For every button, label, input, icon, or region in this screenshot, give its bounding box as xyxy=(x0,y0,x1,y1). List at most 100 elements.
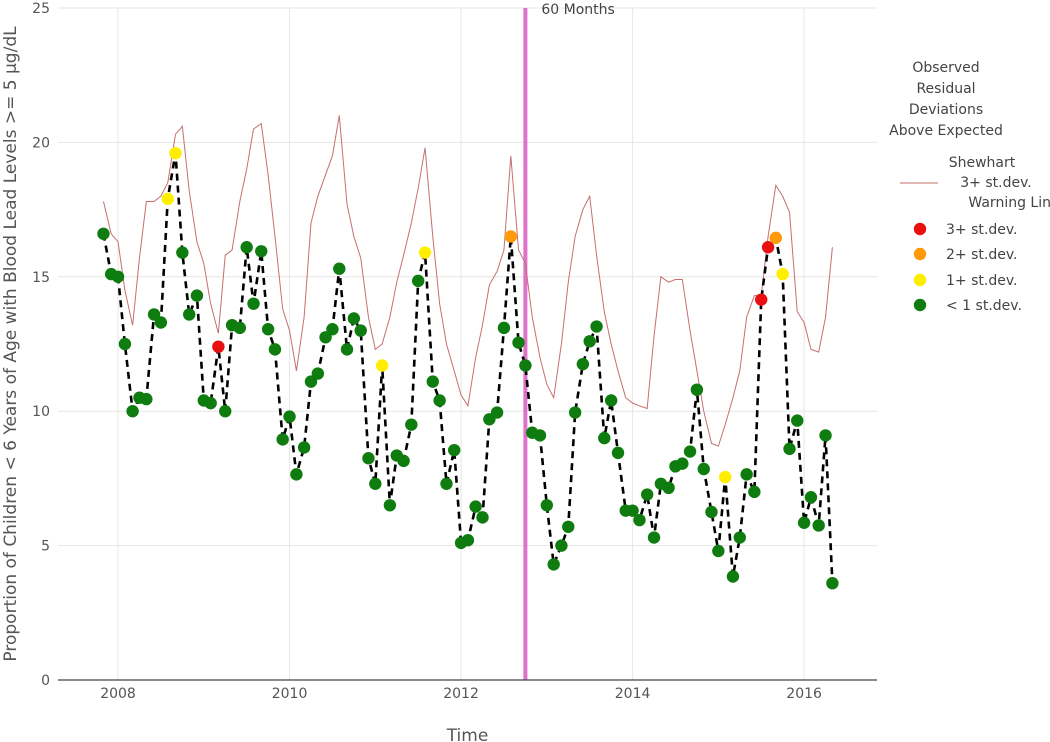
point-under-1-marker xyxy=(633,513,646,527)
legend-label-point-2plus: 2+ st.dev. xyxy=(946,247,1017,263)
point-under-1-marker xyxy=(662,481,675,495)
point-under-1-marker xyxy=(812,519,825,532)
point-under-1-marker xyxy=(319,331,332,344)
point-under-1-marker xyxy=(690,383,704,396)
point-under-1-marker xyxy=(97,227,110,240)
point-under-1-marker xyxy=(733,531,746,544)
legend-title-line: Observed xyxy=(912,60,979,76)
point-under-1-marker xyxy=(268,343,282,356)
point-under-1-marker xyxy=(676,457,689,470)
point-under-1-marker xyxy=(568,406,582,419)
legend-marker-point-3plus xyxy=(913,222,927,236)
point-under-1-marker xyxy=(405,418,418,431)
grid-layer xyxy=(58,7,877,680)
point-under-1-marker xyxy=(190,289,204,302)
point-under-1-marker xyxy=(562,520,575,533)
legend-title-line: Residual xyxy=(916,81,975,97)
point-under-1-marker xyxy=(276,433,289,446)
y-tick-label: 5 xyxy=(41,539,50,555)
point-under-1-marker xyxy=(240,241,253,254)
point-1plus-marker xyxy=(161,192,174,206)
point-under-1-marker xyxy=(147,308,161,321)
point-under-1-marker xyxy=(111,270,125,283)
point-under-1-marker xyxy=(555,539,568,552)
point-under-1-marker xyxy=(512,336,525,349)
y-tick-label: 25 xyxy=(32,1,50,17)
point-under-1-marker xyxy=(383,499,397,512)
point-under-1-marker xyxy=(326,323,339,336)
point-under-1-marker xyxy=(604,394,618,407)
point-under-1-marker xyxy=(469,500,482,513)
point-2plus-marker xyxy=(769,231,783,245)
point-under-1-marker xyxy=(333,262,346,275)
point-under-1-marker xyxy=(154,316,168,329)
x-tick-label: 2014 xyxy=(615,686,651,702)
legend-marker-point-under-1 xyxy=(913,298,927,312)
point-under-1-marker xyxy=(347,312,361,325)
legend-label-point-under-1: < 1 st.dev. xyxy=(946,298,1022,314)
point-under-1-marker xyxy=(819,429,832,442)
point-under-1-marker xyxy=(826,577,839,590)
point-under-1-marker xyxy=(791,414,804,427)
annotation-layer: 60 Months xyxy=(523,2,615,680)
point-under-1-marker xyxy=(411,274,425,288)
point-under-1-marker xyxy=(126,405,139,418)
point-under-1-marker xyxy=(176,246,189,259)
point-under-1-marker xyxy=(647,531,661,544)
point-under-1-marker xyxy=(804,491,818,504)
x-tick-label: 2012 xyxy=(443,686,479,702)
legend-marker-point-1plus xyxy=(913,273,927,287)
point-under-1-marker xyxy=(448,443,461,457)
point-under-1-marker xyxy=(426,375,439,388)
point-under-1-marker xyxy=(204,396,217,410)
legend: Observed Residual Deviations Above Expected… xyxy=(889,60,1050,314)
point-3plus-marker xyxy=(212,340,225,353)
point-1plus-marker xyxy=(776,267,789,281)
point-1plus-marker xyxy=(169,146,182,160)
point-under-1-marker xyxy=(261,323,275,336)
point-under-1-marker xyxy=(219,405,232,418)
legend-label-point-3plus: 3+ st.dev. xyxy=(946,222,1017,238)
point-under-1-marker xyxy=(433,394,446,407)
point-under-1-marker xyxy=(440,477,453,490)
x-axis-title: Time xyxy=(446,726,489,742)
point-under-1-marker xyxy=(311,367,325,380)
point-under-1-marker xyxy=(476,511,489,524)
point-under-1-marker xyxy=(540,499,554,512)
point-under-1-marker xyxy=(255,245,268,258)
x-tick-label: 2016 xyxy=(786,686,822,702)
legend-label-point-1plus: 1+ st.dev. xyxy=(946,273,1017,289)
x-tick-label: 2010 xyxy=(272,686,308,702)
point-under-1-marker xyxy=(283,410,296,423)
point-under-1-marker xyxy=(640,488,654,501)
y-tick-label: 0 xyxy=(41,673,50,689)
warning-line-layer xyxy=(102,115,833,447)
observed-points-layer xyxy=(97,146,839,590)
point-under-1-marker xyxy=(118,337,132,351)
x-tick-label: 2008 xyxy=(100,686,136,702)
point-under-1-marker xyxy=(611,446,625,460)
point-1plus-marker xyxy=(719,470,732,484)
legend-warning-line-label: Warning Line xyxy=(968,195,1050,211)
point-under-1-marker xyxy=(547,558,560,571)
point-under-1-marker xyxy=(626,504,639,517)
point-2plus-marker xyxy=(504,230,518,243)
observed-dashed-line xyxy=(102,152,834,584)
point-3plus-marker xyxy=(755,293,768,306)
point-under-1-marker xyxy=(519,359,532,372)
point-under-1-marker xyxy=(340,343,354,356)
point-under-1-marker xyxy=(461,534,475,547)
sixty-month-marker-label: 60 Months xyxy=(541,2,614,18)
legend-title-line: Deviations xyxy=(909,102,983,118)
point-under-1-marker xyxy=(362,452,375,465)
point-under-1-marker xyxy=(533,429,547,442)
point-under-1-marker xyxy=(297,441,311,454)
point-under-1-marker xyxy=(304,375,318,388)
point-under-1-marker xyxy=(705,505,718,519)
tick-labels-layer: 0 5 10 15 20 25 2008 2010 2012 2014 2016 xyxy=(32,1,822,702)
point-under-1-marker xyxy=(797,516,811,529)
point-under-1-marker xyxy=(683,445,697,458)
point-under-1-marker xyxy=(233,321,247,335)
legend-title-line: Above Expected xyxy=(889,123,1003,139)
point-under-1-marker xyxy=(740,468,753,481)
